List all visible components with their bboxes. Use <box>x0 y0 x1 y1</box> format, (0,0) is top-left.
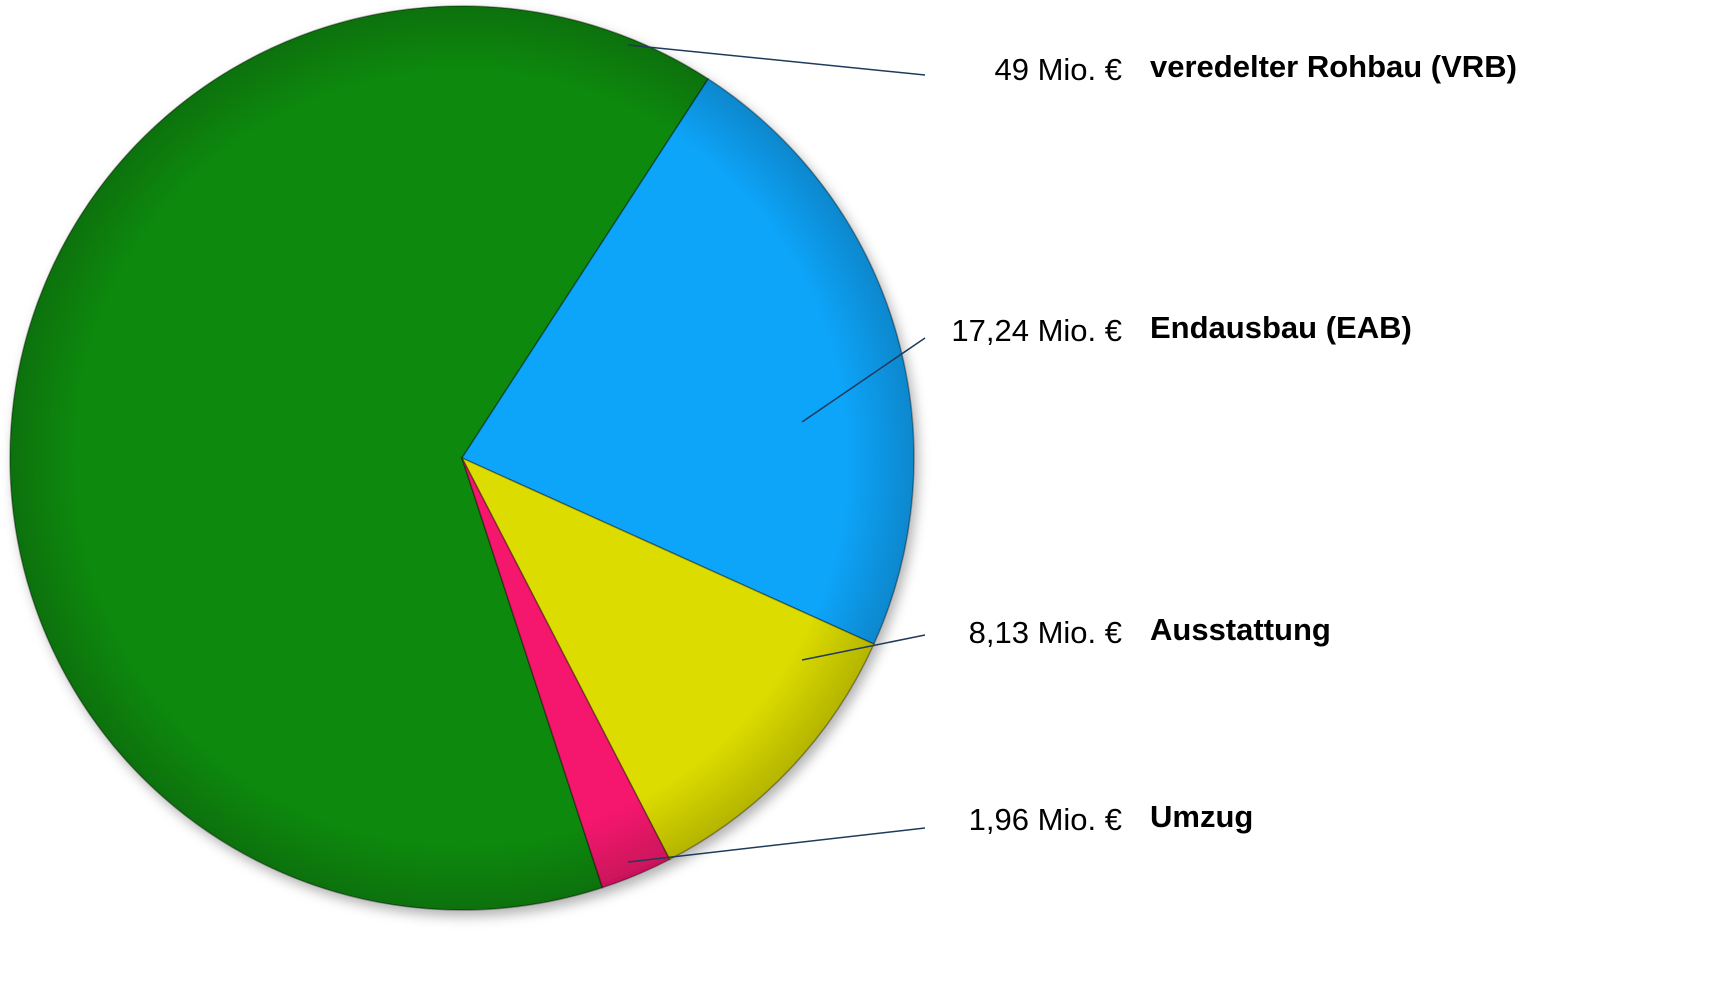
pie <box>9 5 915 911</box>
leader-line <box>627 827 926 863</box>
data-label: 8,13 Mio. € <box>969 615 1122 650</box>
leader-line <box>801 337 926 423</box>
category-label: Endausbau (EAB) <box>1150 310 1412 345</box>
pie-shade <box>10 6 914 910</box>
leader-line <box>801 634 926 661</box>
leader-line <box>627 44 926 76</box>
category-label: veredelter Rohbau (VRB) <box>1150 49 1517 84</box>
category-label: Umzug <box>1150 799 1253 834</box>
category-label: Ausstattung <box>1150 612 1331 647</box>
data-label: 1,96 Mio. € <box>969 802 1122 837</box>
data-label: 49 Mio. € <box>994 52 1122 87</box>
data-label: 17,24 Mio. € <box>951 313 1122 348</box>
